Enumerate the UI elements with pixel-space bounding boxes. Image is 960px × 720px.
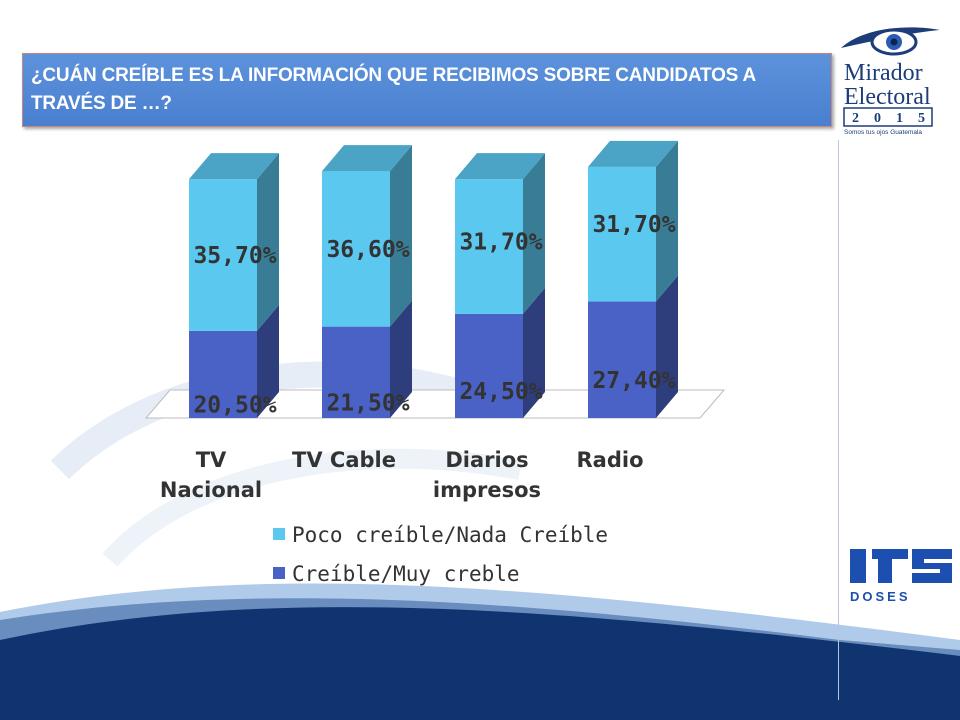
bar-top: [588, 140, 678, 167]
bar-segment: [588, 140, 678, 302]
bar-segment: [322, 145, 412, 327]
bar-segment: [322, 300, 412, 418]
svg-text:Electoral: Electoral: [844, 84, 931, 110]
data-label: 31,70%: [592, 212, 675, 238]
legend-swatch: [273, 528, 285, 540]
bar-segment: [189, 304, 279, 418]
category-label: impresos: [433, 478, 541, 502]
bar-side: [257, 304, 279, 418]
bar-side: [523, 153, 545, 314]
data-label: 36,60%: [326, 237, 409, 263]
bar-top: [455, 153, 545, 180]
bar-side: [390, 145, 412, 327]
data-label: 31,70%: [459, 230, 542, 256]
svg-text:DOSES: DOSES: [850, 589, 911, 604]
bar-top: [322, 145, 412, 172]
svg-text:1: 1: [896, 111, 903, 126]
bar-side: [390, 300, 412, 418]
divider-line: [838, 140, 839, 700]
category-label: Nacional: [160, 478, 262, 502]
bar-face: [588, 301, 656, 418]
bar-face: [189, 179, 257, 331]
bar-face: [588, 166, 656, 302]
bar-face: [322, 326, 390, 418]
svg-text:0: 0: [874, 111, 881, 126]
data-label: 27,40%: [592, 368, 675, 394]
data-label: 24,50%: [459, 379, 542, 405]
bar-side: [656, 140, 678, 302]
data-label: 21,50%: [326, 390, 409, 416]
bar-segment: [189, 153, 279, 331]
category-label: TV: [196, 448, 227, 472]
bar-face: [322, 171, 390, 327]
bar-side: [656, 275, 678, 418]
doses-logo: DOSES: [850, 549, 952, 604]
data-label: 35,70%: [193, 243, 276, 269]
legend-swatch: [273, 567, 285, 579]
slide-title: ¿CUÁN CREÍBLE ES LA INFORMACIÓN QUE RECI…: [22, 53, 832, 127]
data-label: 20,50%: [193, 392, 276, 418]
mirador-electoral-logo: Mirador Electoral 2 0 1 5 Somos tus ojos…: [841, 27, 940, 136]
svg-text:2: 2: [852, 111, 859, 126]
category-label: TV Cable: [292, 448, 396, 472]
bar-top: [189, 153, 279, 180]
bar-side: [257, 153, 279, 331]
bar-segment: [455, 287, 545, 418]
bar-face: [189, 330, 257, 418]
svg-text:5: 5: [918, 111, 925, 126]
category-label: Diarios: [445, 448, 528, 472]
svg-text:Somos tus ojos Guatemala: Somos tus ojos Guatemala: [844, 129, 922, 136]
legend-label: Poco creíble/Nada Creíble: [292, 523, 608, 547]
bar-face: [455, 179, 523, 314]
bar-segment: [588, 275, 678, 418]
legend-label: Creíble/Muy creble: [292, 562, 520, 586]
svg-text:Mirador: Mirador: [844, 60, 923, 86]
bar-side: [523, 287, 545, 418]
bar-segment: [455, 153, 545, 314]
category-label: Radio: [577, 448, 644, 472]
bar-face: [455, 313, 523, 418]
